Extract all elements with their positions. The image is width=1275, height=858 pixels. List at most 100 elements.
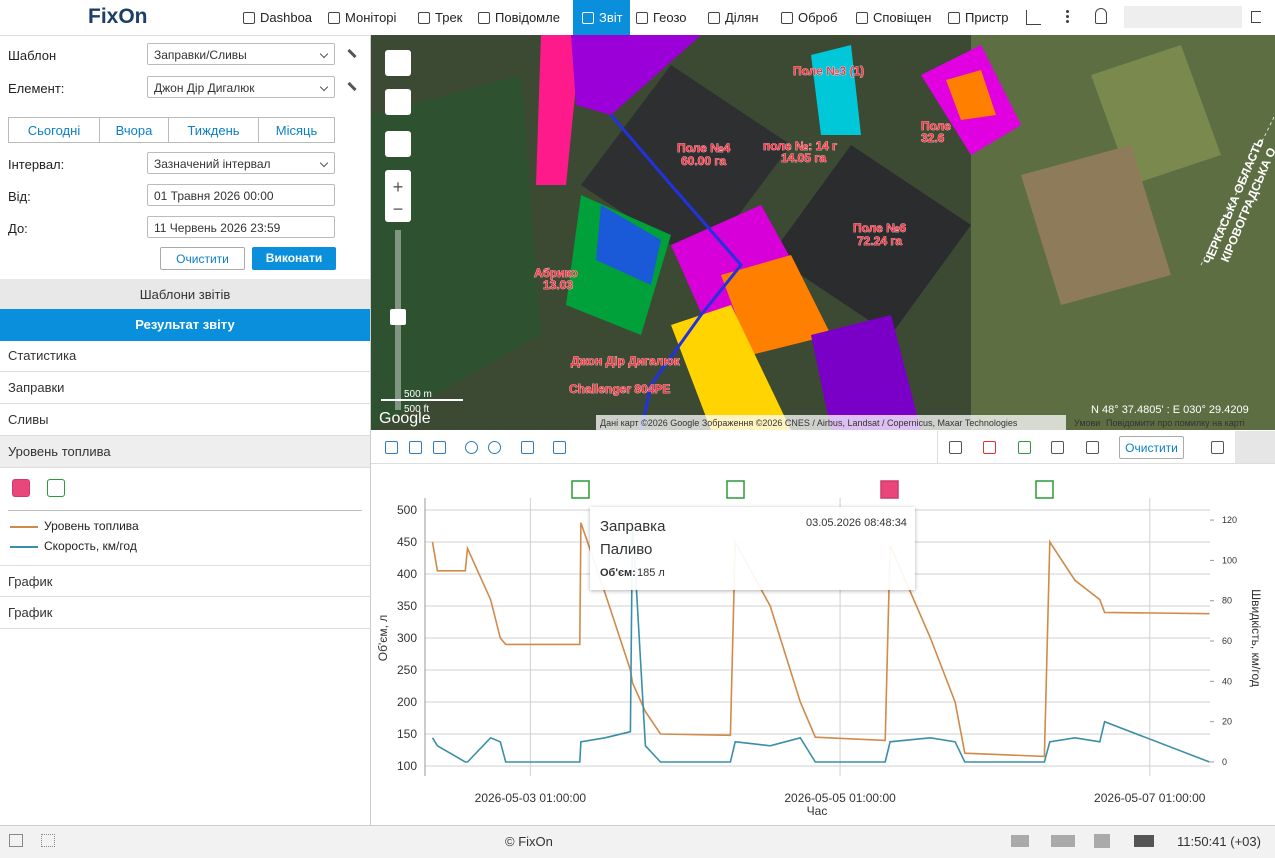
chart: Об'єм, л Швидкість, км/год Час 100150200…	[376, 480, 1263, 818]
chart-item[interactable]: График	[0, 597, 370, 629]
period-button[interactable]: Вчора	[99, 117, 169, 143]
tool-icon[interactable]	[385, 441, 398, 454]
nav-tab[interactable]: Моніторі	[328, 0, 410, 35]
map-label: Поле №3 (1)	[793, 64, 864, 78]
export-icon[interactable]	[1051, 441, 1064, 454]
element-select[interactable]: Джон Дір Дигалюк	[147, 76, 335, 98]
logout[interactable]	[1251, 11, 1261, 23]
legend-swatch	[10, 526, 38, 528]
map-label: поле №: 14 г	[763, 139, 837, 153]
report-link[interactable]: Повідомити про помилку на карті	[1106, 418, 1245, 428]
legend-label: Уровень топлива	[44, 519, 139, 533]
nav-tab[interactable]: Трек	[418, 0, 473, 35]
status-icon[interactable]	[1011, 835, 1029, 847]
nav-tab[interactable]: Dashboa	[243, 0, 323, 35]
terms-link[interactable]: Умови	[1074, 418, 1100, 428]
map-toggle[interactable]	[1211, 441, 1224, 454]
nav-tab[interactable]: Ділян	[708, 0, 774, 35]
excel-icon[interactable]	[1018, 441, 1031, 454]
tooltip: Заправка Паливо Об'єм: 185 л 03.05.2026 …	[590, 507, 915, 590]
pdf-icon[interactable]	[983, 441, 996, 454]
copyright: © FixOn	[505, 834, 553, 849]
map-label: 14.05 га	[781, 151, 826, 165]
drain-icon[interactable]	[12, 479, 30, 497]
nav-tab[interactable]: Геозо	[636, 0, 702, 35]
label: Шаблон	[8, 48, 57, 63]
zoom-out[interactable]: −	[393, 199, 404, 219]
tool-icon[interactable]	[553, 441, 566, 454]
refuel-icon[interactable]	[47, 479, 65, 497]
template-select[interactable]: Заправки/Сливы	[147, 43, 335, 65]
tool-icon[interactable]	[409, 441, 422, 454]
result-item[interactable]: Заправки	[0, 372, 370, 404]
nav-tab-active[interactable]: Звіт	[573, 0, 630, 35]
coords: N 48° 37.4805' : E 030° 29.4209	[1091, 404, 1249, 416]
from-input[interactable]: 01 Травня 2026 00:00	[147, 184, 335, 206]
panel-toggle[interactable]	[9, 834, 23, 847]
zone	[721, 255, 831, 355]
status-icon[interactable]	[1094, 834, 1110, 848]
zoom-in[interactable]: +	[393, 177, 404, 197]
tab-icon[interactable]	[1026, 10, 1041, 25]
grid-toggle[interactable]	[41, 834, 55, 847]
x-axis-label: Час	[807, 804, 828, 818]
nav-tab[interactable]: Оброб	[781, 0, 849, 35]
interval-select[interactable]: Зазначений інтервал	[147, 152, 335, 174]
label: Елемент:	[8, 81, 65, 96]
result-item[interactable]: Статистика	[0, 340, 370, 372]
zoom-out-icon[interactable]	[488, 441, 501, 454]
result-item-active[interactable]: Уровень топлива	[0, 436, 370, 468]
zoom-in-icon[interactable]	[465, 441, 478, 454]
map-controls: + −	[385, 50, 411, 410]
tab-label: Dashboa	[260, 10, 313, 25]
layers-button[interactable]	[385, 131, 411, 157]
section-header-active[interactable]: Результат звіту	[0, 309, 370, 341]
footer: © FixOn 11:50:41 (+03)	[0, 825, 1275, 858]
scale-label: 500 m	[404, 389, 432, 400]
wrench-icon[interactable]	[347, 81, 357, 92]
wrench-icon[interactable]	[347, 48, 357, 59]
tool-icon[interactable]	[433, 441, 446, 454]
nav-tab[interactable]: Сповіщен	[856, 0, 942, 35]
legend-swatch	[10, 546, 38, 548]
map[interactable]: Поле №4 60.00 га Поле №6 72.24 га поле №…	[371, 35, 1275, 430]
print-icon[interactable]	[949, 441, 962, 454]
refuel-icon[interactable]	[1035, 480, 1054, 499]
tab-label: Трек	[435, 10, 463, 25]
period-button[interactable]: Місяць	[258, 117, 335, 143]
tooltip-volume: 185 л	[637, 567, 665, 579]
label: До:	[8, 221, 28, 236]
tooltip-title: Заправка	[600, 518, 666, 535]
refuel-icon[interactable]	[571, 480, 590, 499]
run-button[interactable]: Виконати	[252, 247, 336, 270]
attribution-bg	[596, 415, 1066, 430]
nav-tab[interactable]: Пристр	[948, 0, 1020, 35]
zoom-handle[interactable]	[390, 309, 406, 325]
result-item[interactable]: Сливы	[0, 404, 370, 436]
status-icon[interactable]	[1051, 835, 1075, 847]
to-input[interactable]: 11 Червень 2026 23:59	[147, 216, 335, 238]
tool-icon[interactable]	[521, 441, 534, 454]
nav-tab[interactable]: Повідомле	[478, 0, 572, 35]
period-button[interactable]: Тиждень	[168, 117, 259, 143]
status-icon[interactable]	[1134, 835, 1154, 847]
visibility-button[interactable]	[385, 89, 411, 115]
refuel-icon[interactable]	[726, 480, 745, 499]
y-tick-label: 400	[397, 567, 417, 581]
layout-toggle[interactable]	[1235, 431, 1275, 463]
more-menu[interactable]	[1066, 9, 1069, 25]
logo[interactable]: FixOn	[88, 5, 148, 28]
drain-icon[interactable]	[880, 480, 899, 499]
section-header[interactable]: Шаблони звітів	[0, 279, 370, 311]
region-border	[1200, 114, 1275, 266]
zoom-buttons[interactable]	[385, 170, 411, 222]
clear-button[interactable]: Очистити	[160, 247, 245, 270]
printer-icon[interactable]	[1086, 441, 1099, 454]
clear-button[interactable]: Очистити	[1119, 436, 1184, 459]
map-label: Абрико	[534, 266, 578, 280]
user-icon[interactable]	[1095, 8, 1107, 24]
divider	[8, 510, 362, 511]
chart-item[interactable]: График	[0, 565, 370, 597]
period-button[interactable]: Сьогодні	[8, 117, 100, 143]
search-button[interactable]	[385, 50, 411, 76]
